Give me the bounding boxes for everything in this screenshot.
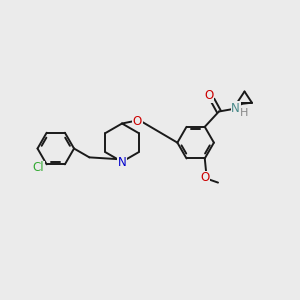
Text: N: N — [231, 102, 240, 115]
Text: N: N — [118, 157, 126, 169]
Text: O: O — [204, 89, 213, 102]
Text: O: O — [133, 115, 142, 128]
Text: H: H — [240, 108, 248, 118]
Text: O: O — [200, 171, 209, 184]
Text: Cl: Cl — [33, 161, 44, 174]
